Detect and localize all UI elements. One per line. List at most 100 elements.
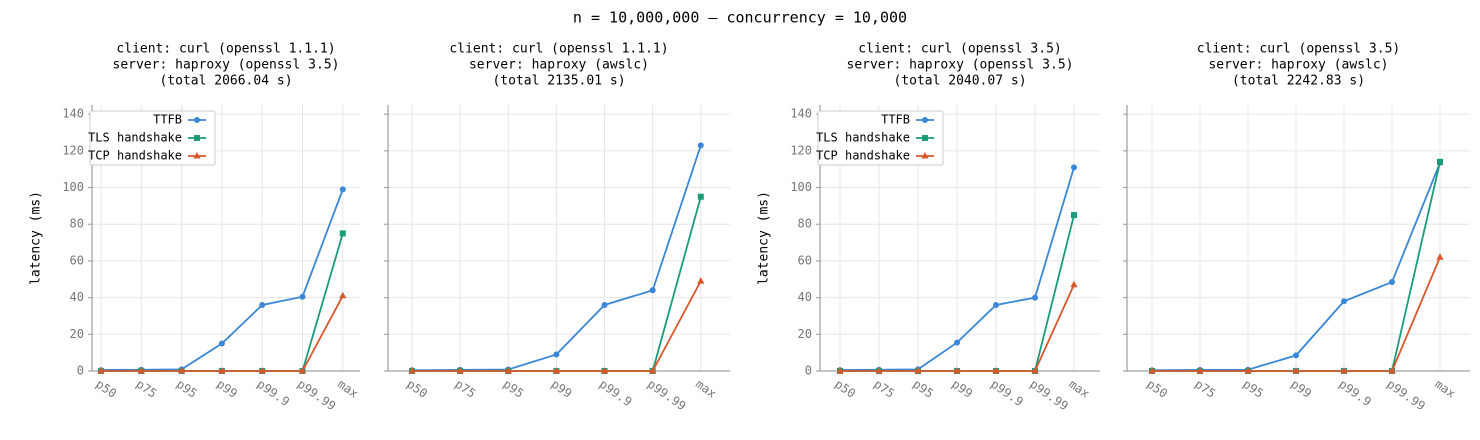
point [97,367,105,374]
point [259,301,266,308]
x-tick-label: p99 [1288,377,1314,401]
point [954,339,960,346]
x-tick-label: p75 [871,377,897,401]
point [697,277,705,284]
point [697,142,704,149]
x-tick-label: p50 [93,377,119,401]
point [456,367,464,374]
point [1244,367,1252,374]
point [922,117,928,123]
x-tick-label: p95 [174,377,200,401]
point [194,135,200,141]
point [193,152,201,159]
point [1389,279,1395,286]
point [1388,367,1396,374]
point [137,367,145,374]
y-tick-label: 100 [790,180,812,194]
x-tick-label: p99.9 [597,377,635,409]
x-tick-label: p99 [549,377,575,401]
chart-title: (total 2066.04 s) [159,74,292,89]
x-tick-label: p50 [404,377,430,401]
point [552,367,560,374]
point [504,367,512,374]
point [1031,367,1039,374]
y-tick-label: 120 [62,143,84,157]
x-tick-label: p99.9 [1336,377,1374,409]
point [993,301,999,308]
x-tick-label: p75 [134,377,160,401]
chart-title: server: haproxy (openssl 3.5) [113,58,340,73]
point [408,367,416,374]
y-tick-label: 140 [790,107,812,121]
point [1071,164,1077,171]
point [601,301,608,308]
chart-title: client: curl (openssl 1.1.1) [116,42,335,57]
point [1070,280,1078,288]
point [1032,294,1038,301]
y-tick-label: 0 [77,364,84,378]
legend-label: TTFB [153,113,182,127]
y-tick-label: 140 [62,107,84,121]
y-tick-label: 80 [70,217,84,231]
point [1148,367,1156,374]
point [218,367,226,374]
x-tick-label: max [335,377,361,401]
point [914,367,922,374]
x-tick-label: p75 [452,377,478,401]
point [298,367,307,374]
y-axis-label: latency (ms) [757,191,772,285]
chart-title: server: haproxy (awslc) [1208,58,1388,73]
x-tick-label: p50 [1144,377,1170,401]
legend-label: TCP handshake [816,149,910,163]
point [875,367,883,374]
legend-box [817,110,944,166]
y-tick-label: 40 [798,290,812,304]
point [649,287,656,294]
chart-title: client: curl (openssl 3.5) [1197,42,1401,57]
point [1436,253,1444,260]
point [1293,352,1299,359]
chart-title: server: haproxy (openssl 3.5) [847,58,1074,73]
x-tick-label: p99.9 [988,377,1026,409]
x-tick-label: p99 [214,377,240,401]
chart-title: (total 2135.01 s) [492,74,625,89]
point [697,193,704,200]
legend-label: TLS handshake [88,131,182,145]
x-tick-label: p75 [1192,377,1218,401]
y-tick-label: 0 [805,364,812,378]
y-tick-label: 60 [70,253,84,267]
x-tick-label: p95 [910,377,936,401]
chart-title: client: curl (openssl 1.1.1) [449,42,668,57]
chart-title: client: curl (openssl 3.5) [858,42,1062,57]
point [1196,367,1204,374]
point [1071,212,1077,219]
x-tick-label: p99.99 [645,377,689,413]
point [600,367,609,374]
y-tick-label: 100 [62,180,84,194]
x-tick-label: p99.99 [1384,377,1428,413]
x-tick-label: p99 [949,377,975,401]
y-tick-label: 80 [798,217,812,231]
chart-title: server: haproxy (awslc) [469,58,649,73]
x-tick-label: p99.9 [254,377,292,409]
point [992,367,1000,374]
x-tick-label: p99.99 [1027,377,1071,413]
point [1292,367,1300,374]
point [553,351,560,358]
point [299,293,306,300]
x-tick-label: max [1432,377,1458,401]
point [922,135,928,141]
point [339,186,346,193]
chart-title: (total 2040.07 s) [893,74,1026,89]
point [649,367,657,374]
legend-label: TLS handshake [816,131,910,145]
point [218,340,225,347]
legend-box [89,110,216,166]
x-tick-label: max [693,377,719,401]
x-tick-label: max [1066,377,1092,401]
legend-label: TTFB [881,113,910,127]
y-axis-label: latency (ms) [29,191,44,285]
y-tick-label: 120 [790,143,812,157]
